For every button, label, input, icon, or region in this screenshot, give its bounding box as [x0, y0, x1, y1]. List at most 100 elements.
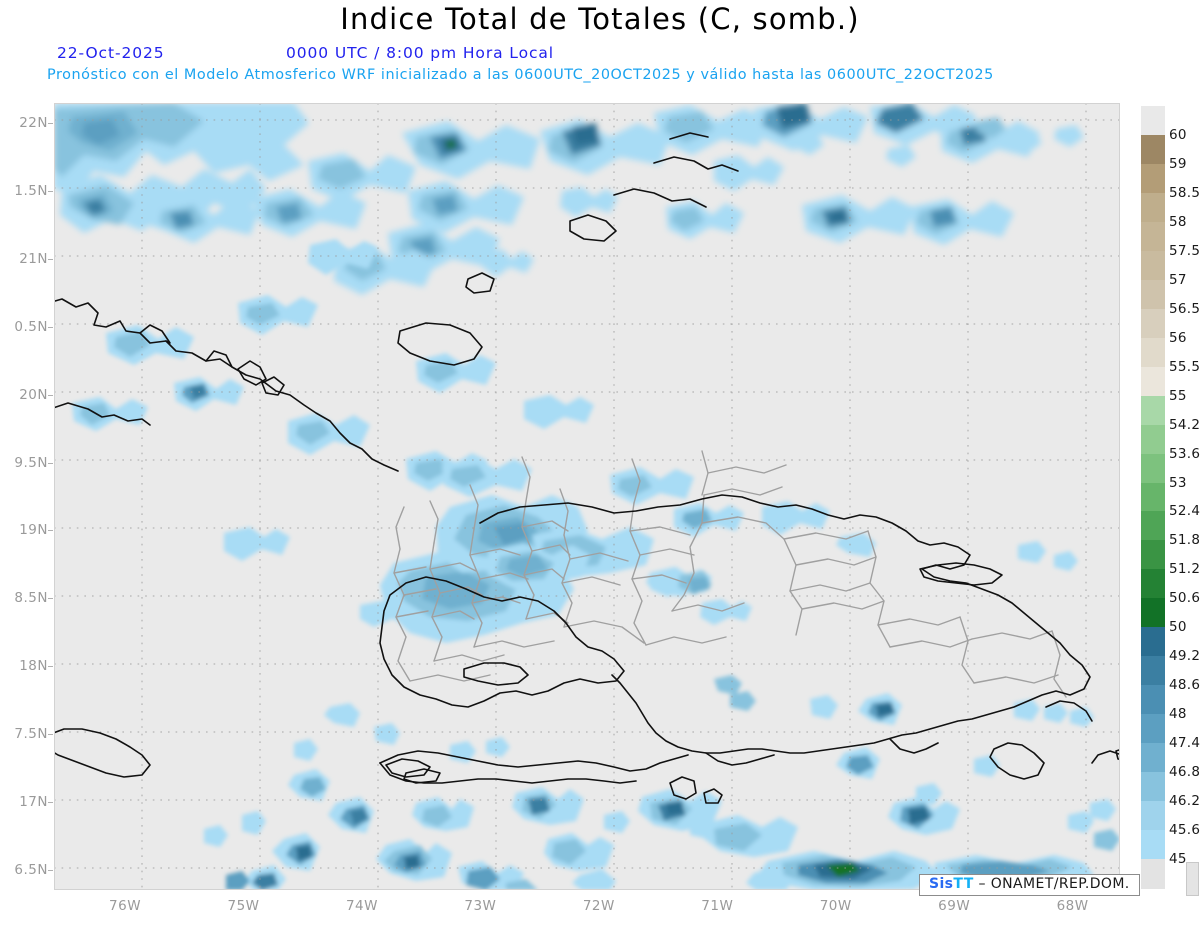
colorbar-swatch — [1141, 279, 1165, 310]
latitude-tick-mark — [48, 326, 53, 328]
brand-tt-label: TT — [953, 876, 974, 892]
colorbar-tick-label: 54.2 — [1169, 416, 1200, 433]
run-info-line: 22-Oct-2025 0000 UTC / 8:00 pm Hora Loca… — [0, 44, 1200, 64]
colorbar-swatch — [1141, 830, 1165, 860]
colorbar-tick-label: 53.6 — [1169, 445, 1200, 462]
attribution-box: SisTT – ONAMET/REP.DOM. — [919, 874, 1140, 897]
latitude-tick-mark — [48, 869, 53, 871]
weather-map-svg — [54, 103, 1120, 890]
latitude-tick-mark — [48, 259, 53, 261]
latitude-tick-label: 7.5N — [14, 725, 48, 742]
map-plot-area[interactable] — [54, 103, 1120, 890]
colorbar-tick-label: 60 — [1169, 126, 1187, 143]
latitude-tick-mark — [48, 598, 53, 600]
forecast-model-note: Pronóstico con el Modelo Atmosferico WRF… — [47, 67, 994, 83]
colorbar-swatch — [1141, 192, 1165, 223]
latitude-tick-label: 17N — [19, 793, 48, 810]
colorbar-tick-label: 58.5 — [1169, 184, 1200, 201]
colorbar-swatch — [1141, 250, 1165, 281]
colorbar-tick-label: 57 — [1169, 271, 1187, 288]
colorbar-tick-label: 51.2 — [1169, 561, 1200, 578]
longitude-tick-label: 73W — [464, 898, 497, 914]
colorbar-swatch — [1141, 337, 1165, 368]
latitude-tick-label: 1.5N — [14, 183, 48, 200]
latitude-tick-label: 21N — [19, 251, 48, 268]
latitude-tick-mark — [48, 462, 53, 464]
colorbar-tick-label: 47.4 — [1169, 735, 1200, 752]
longitude-tick-label: 68W — [1056, 898, 1089, 914]
colorbar-swatch — [1141, 106, 1165, 136]
colorbar-swatch — [1141, 134, 1165, 165]
colorbar-tick-label: 55 — [1169, 387, 1187, 404]
latitude-tick-label: 0.5N — [14, 318, 48, 335]
longitude-tick-label: 70W — [819, 898, 852, 914]
colorbar-tick-labels: 60 59 58.5 58 57.5 57 56.5 56 55.5 55 54.2 53.6 53 52… — [1169, 106, 1200, 888]
forecast-time-utc: 0000 UTC / 8:00 pm Hora Local — [286, 44, 554, 62]
scrollbar-thumb[interactable] — [1186, 862, 1199, 896]
colorbar-swatch — [1141, 482, 1165, 513]
latitude-tick-label: 9.5N — [14, 454, 48, 471]
latitude-tick-label: 20N — [19, 386, 48, 403]
colorbar-swatch — [1141, 366, 1165, 397]
colorbar-tick-label: 53 — [1169, 474, 1187, 491]
forecast-date: 22-Oct-2025 — [57, 44, 165, 62]
colorbar-swatch — [1141, 308, 1165, 339]
latitude-tick-mark — [48, 394, 53, 396]
colorbar-swatch — [1141, 511, 1165, 542]
latitude-tick-mark — [48, 191, 53, 193]
colorbar-tick-label: 48 — [1169, 706, 1187, 723]
colorbar-tick-label: 57.5 — [1169, 242, 1200, 259]
longitude-tick-label: 71W — [701, 898, 734, 914]
colorbar-swatch — [1141, 598, 1165, 628]
colorbar-swatch — [1141, 540, 1165, 570]
colorbar-tick-label: 51.8 — [1169, 532, 1200, 549]
page-title: Indice Total de Totales (C, somb.) — [340, 2, 860, 36]
coastlines — [54, 132, 1120, 804]
longitude-tick-label: 74W — [345, 898, 378, 914]
colorbar-tick-label: 48.6 — [1169, 677, 1200, 694]
longitude-tick-label: 72W — [582, 898, 615, 914]
colorbar-swatch — [1141, 395, 1165, 426]
colorbar-swatch — [1141, 772, 1165, 802]
latitude-tick-mark — [48, 801, 53, 803]
colorbar-swatch — [1141, 569, 1165, 599]
colorbar-tick-label: 59 — [1169, 155, 1187, 172]
colorbar-swatch — [1141, 453, 1165, 484]
brand-sis-label: Sis — [929, 876, 954, 892]
colorbar-tick-label: 46.2 — [1169, 793, 1200, 810]
latitude-tick-label: 6.5N — [14, 861, 48, 878]
colorbar-swatch — [1141, 685, 1165, 715]
longitude-tick-label: 76W — [109, 898, 142, 914]
province-borders — [393, 450, 1067, 698]
latitude-tick-label: 18N — [19, 658, 48, 675]
colorbar-tick-label: 45.6 — [1169, 822, 1200, 839]
shaded-field-layer — [54, 103, 1120, 890]
latitude-tick-label: 22N — [19, 115, 48, 132]
colorbar-tick-label: 52.4 — [1169, 503, 1200, 520]
latitude-tick-label: 8.5N — [14, 590, 48, 607]
colorbar-tick-label: 56 — [1169, 329, 1187, 346]
colorbar[interactable] — [1141, 106, 1165, 889]
colorbar-swatch — [1141, 656, 1165, 686]
map-gridlines — [54, 103, 1120, 890]
colorbar-tick-label: 58 — [1169, 213, 1187, 230]
colorbar-swatch — [1141, 221, 1165, 252]
colorbar-tick-label: 50 — [1169, 619, 1187, 636]
colorbar-tick-label: 50.6 — [1169, 590, 1200, 607]
longitude-tick-label: 75W — [227, 898, 260, 914]
latitude-tick-mark — [48, 666, 53, 668]
colorbar-swatch — [1141, 627, 1165, 657]
latitude-tick-mark — [48, 123, 53, 125]
colorbar-swatch — [1141, 424, 1165, 455]
latitude-tick-mark — [48, 530, 53, 532]
colorbar-swatch — [1141, 163, 1165, 194]
colorbar-tick-label: 46.8 — [1169, 764, 1200, 781]
colorbar-tick-label: 56.5 — [1169, 300, 1200, 317]
colorbar-tick-label: 45 — [1169, 851, 1187, 868]
colorbar-swatch — [1141, 743, 1165, 773]
colorbar-swatch — [1141, 859, 1165, 889]
organization-label: – ONAMET/REP.DOM. — [978, 876, 1130, 892]
colorbar-swatch — [1141, 801, 1165, 831]
latitude-tick-mark — [48, 733, 53, 735]
colorbar-swatch — [1141, 714, 1165, 744]
